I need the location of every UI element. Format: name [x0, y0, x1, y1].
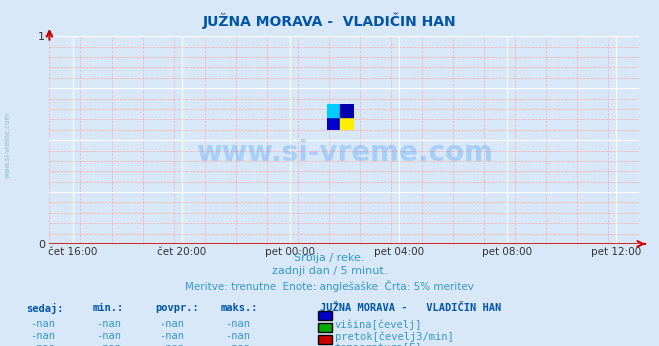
- Text: -nan: -nan: [159, 343, 184, 346]
- Text: www.si-vreme.com: www.si-vreme.com: [196, 139, 493, 166]
- Text: višina[čevelj]: višina[čevelj]: [335, 319, 422, 330]
- Text: -nan: -nan: [96, 319, 121, 329]
- Text: -nan: -nan: [30, 331, 55, 341]
- Text: -nan: -nan: [159, 319, 184, 329]
- Text: -nan: -nan: [225, 331, 250, 341]
- Bar: [327, 117, 341, 130]
- Bar: [341, 104, 355, 117]
- Text: -nan: -nan: [30, 343, 55, 346]
- Text: temperatura[F]: temperatura[F]: [335, 343, 422, 346]
- Text: povpr.:: povpr.:: [155, 303, 198, 313]
- Text: -nan: -nan: [225, 343, 250, 346]
- Text: www.si-vreme.com: www.si-vreme.com: [5, 112, 11, 179]
- Text: -nan: -nan: [159, 331, 184, 341]
- Text: min.:: min.:: [92, 303, 123, 313]
- Text: sedaj:: sedaj:: [26, 303, 64, 314]
- Bar: [327, 104, 341, 117]
- Text: Meritve: trenutne  Enote: anglešaške  Črta: 5% meritev: Meritve: trenutne Enote: anglešaške Črta…: [185, 280, 474, 292]
- Text: JUŽNA MORAVA -  VLADIČIN HAN: JUŽNA MORAVA - VLADIČIN HAN: [203, 12, 456, 29]
- Text: zadnji dan / 5 minut.: zadnji dan / 5 minut.: [272, 266, 387, 276]
- Text: -nan: -nan: [96, 331, 121, 341]
- Text: -nan: -nan: [30, 319, 55, 329]
- Text: JUŽNA MORAVA -   VLADIČIN HAN: JUŽNA MORAVA - VLADIČIN HAN: [320, 303, 501, 313]
- Text: pretok[čevelj3/min]: pretok[čevelj3/min]: [335, 331, 453, 342]
- Text: Srbija / reke.: Srbija / reke.: [295, 253, 364, 263]
- Bar: [341, 117, 355, 130]
- Text: -nan: -nan: [96, 343, 121, 346]
- Text: -nan: -nan: [225, 319, 250, 329]
- Text: maks.:: maks.:: [221, 303, 258, 313]
